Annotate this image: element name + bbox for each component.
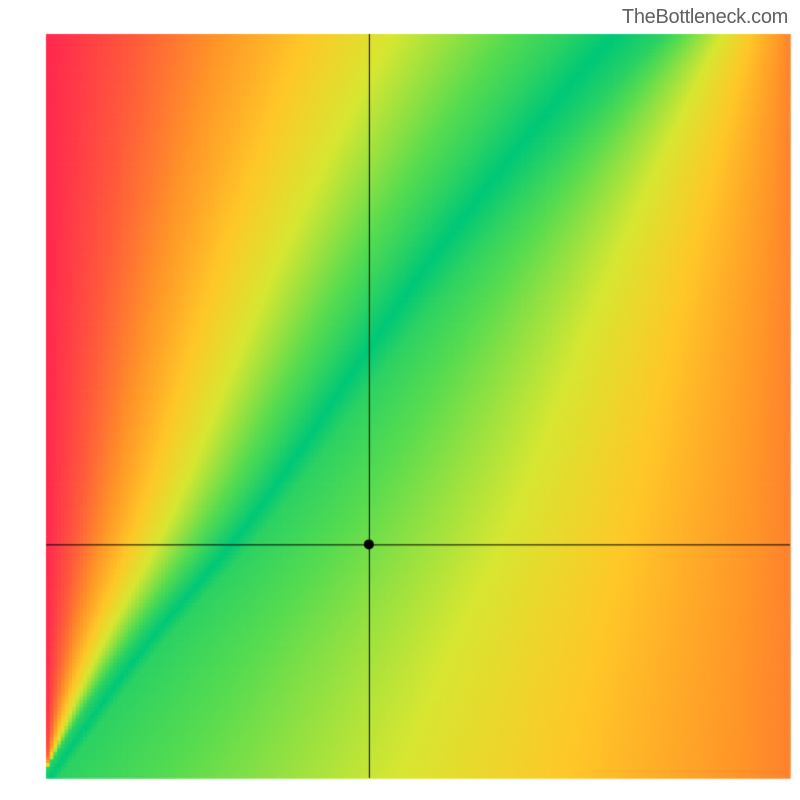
heatmap-canvas (0, 0, 800, 800)
attribution-text: TheBottleneck.com (622, 6, 788, 29)
chart-container: TheBottleneck.com (0, 0, 800, 800)
